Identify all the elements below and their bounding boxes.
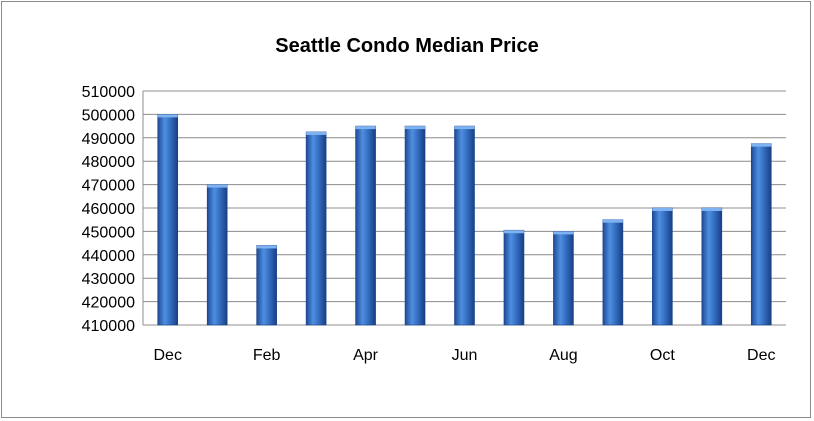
bar-top-highlight (602, 219, 623, 223)
x-axis: Dec Feb Apr Jun Aug Oct Dec (154, 347, 776, 364)
bars (157, 114, 772, 326)
bar-nov-11 (701, 207, 723, 326)
bar-feb-2 (256, 245, 277, 326)
x-tick-label: Oct (650, 347, 675, 364)
x-tick-label: Dec (154, 347, 182, 364)
y-tick-label: 450000 (82, 224, 135, 241)
bar-top-highlight (503, 230, 524, 234)
y-tick-label: 500000 (82, 107, 135, 124)
bar-top-highlight (306, 131, 327, 135)
bar-top-highlight (157, 114, 178, 118)
y-tick-label: 460000 (82, 201, 135, 218)
bar-dec-12 (750, 143, 772, 326)
bar-jan-1 (206, 184, 228, 326)
y-tick-label: 490000 (82, 131, 135, 148)
bar-top-highlight (652, 208, 673, 211)
x-tick-label: Feb (253, 347, 281, 364)
bar-top-highlight (355, 126, 376, 130)
x-tick-label: Aug (549, 347, 577, 364)
bar-top-highlight (553, 231, 574, 235)
y-tick-label: 440000 (82, 248, 135, 265)
bar-top-highlight (701, 208, 722, 211)
y-tick-label: 480000 (82, 154, 135, 171)
x-tick-label: Apr (353, 347, 379, 364)
y-axis: 510000 500000 490000 480000 470000 460000 4500… (82, 84, 144, 335)
y-tick-label: 410000 (82, 318, 135, 335)
y-tick-label: 430000 (82, 271, 135, 288)
y-tick-label: 510000 (82, 84, 135, 101)
bar-jul-7 (503, 229, 525, 326)
bar-top-highlight (207, 184, 228, 188)
bar-oct-10 (652, 207, 673, 326)
bar-mar-3 (305, 131, 327, 326)
bar-sep-9 (602, 219, 624, 326)
bar-jun-6 (454, 125, 475, 326)
y-tick-label: 420000 (82, 295, 135, 312)
bar-top-highlight (454, 126, 475, 130)
bar-apr-4 (355, 125, 376, 326)
y-tick-label: 470000 (82, 178, 135, 195)
x-tick-label: Dec (747, 347, 775, 364)
chart-title: Seattle Condo Median Price (275, 35, 538, 57)
bar-may-5 (404, 125, 426, 326)
x-tick-label: Jun (452, 347, 478, 364)
bar-top-highlight (256, 245, 277, 249)
bar-top-highlight (405, 126, 426, 130)
bar-dec-0 (157, 114, 179, 326)
bar-top-highlight (751, 143, 772, 147)
bar-aug-8 (553, 231, 574, 326)
